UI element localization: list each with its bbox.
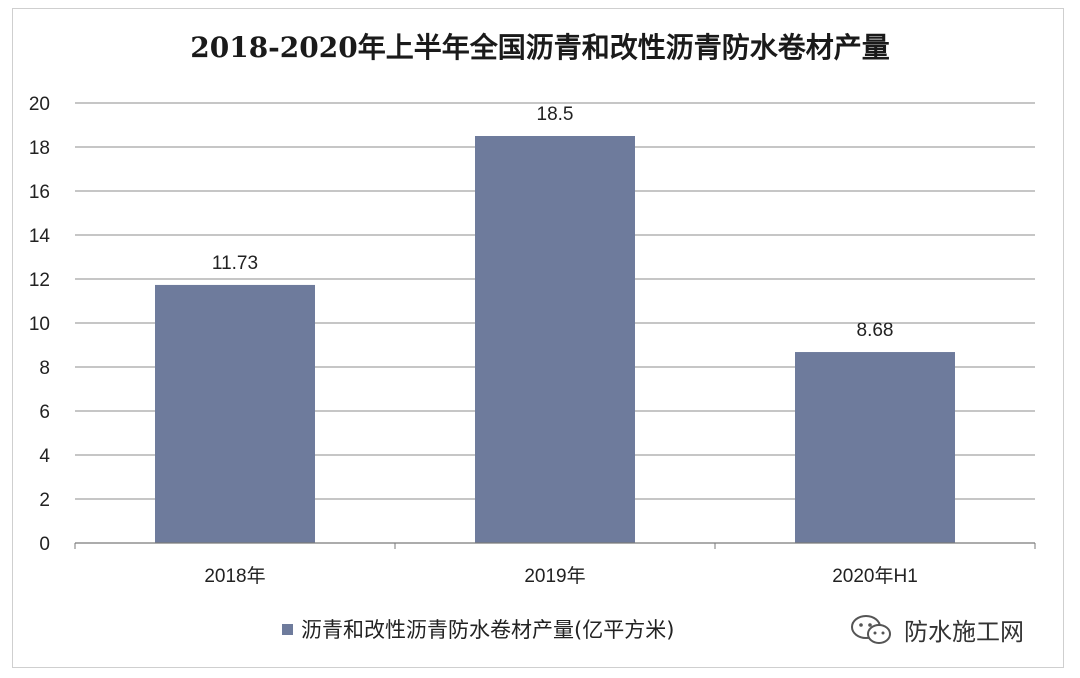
y-tick-label: 2	[39, 490, 50, 511]
data-label: 18.5	[537, 104, 574, 125]
x-tick-label: 2019年	[524, 565, 585, 587]
bar	[475, 136, 635, 543]
watermark-text: 防水施工网	[904, 618, 1024, 646]
y-tick-label: 8	[39, 358, 50, 379]
y-tick-label: 16	[29, 182, 50, 203]
legend-label: 沥青和改性沥青防水卷材产量(亿平方米)	[301, 618, 675, 642]
y-tick-label: 20	[29, 94, 50, 115]
y-tick-label: 10	[29, 314, 50, 335]
y-tick-label: 12	[29, 270, 50, 291]
data-label: 11.73	[212, 253, 258, 274]
y-tick-label: 0	[39, 534, 50, 555]
bar	[155, 284, 315, 543]
y-tick-label: 18	[29, 138, 50, 159]
legend: 沥青和改性沥青防水卷材产量(亿平方米)	[282, 614, 674, 644]
legend-swatch	[282, 623, 293, 635]
y-tick-label: 14	[29, 226, 51, 247]
bar	[795, 352, 955, 543]
chart-title: 2018-2020年上半年全国沥青和改性沥青防水卷材产量	[190, 31, 890, 64]
y-tick-label: 4	[39, 446, 50, 467]
data-label: 8.68	[857, 320, 894, 341]
watermark: 防水施工网	[850, 612, 1024, 647]
x-tick-label: 2018年	[204, 565, 265, 587]
y-tick-label: 6	[39, 402, 50, 423]
wechat-icon	[851, 614, 891, 644]
x-tick-label: 2020年H1	[832, 565, 918, 587]
